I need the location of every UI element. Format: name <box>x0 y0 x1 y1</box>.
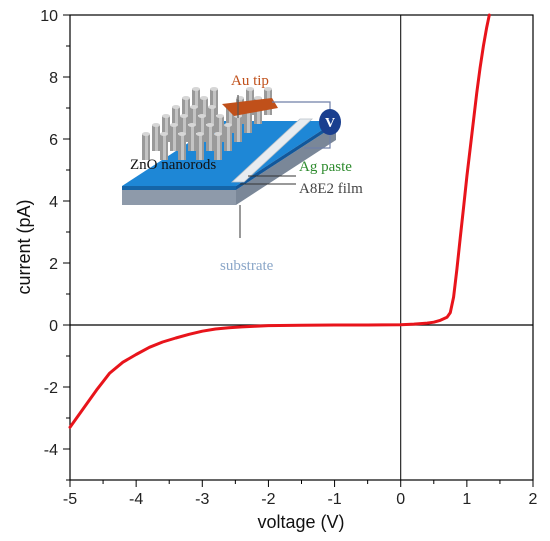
x-tick-label: -5 <box>63 491 77 508</box>
x-tick-label: 0 <box>396 491 405 508</box>
nanorod <box>170 123 178 151</box>
nanorod <box>190 105 198 133</box>
x-tick-label: -3 <box>195 491 209 508</box>
zno-nanorods-label: ZnO nanorods <box>130 157 216 173</box>
film-edge-front <box>122 186 236 190</box>
nanorod <box>224 123 232 151</box>
device-schematic-inset: V Au tip ZnO nanorods Ag paste A8E2 film… <box>122 73 363 274</box>
series-line <box>68 13 491 429</box>
nanorod <box>180 114 188 142</box>
nanorod <box>214 132 222 160</box>
nanorod <box>200 96 208 124</box>
film-label: A8E2 film <box>299 181 363 197</box>
x-tick-label: -2 <box>261 491 275 508</box>
axis-ticks <box>63 14 534 487</box>
nanorod <box>208 105 216 133</box>
substrate-label: substrate <box>220 258 274 274</box>
nanorod <box>192 87 200 115</box>
nanorod <box>188 123 196 151</box>
y-tick-label: 10 <box>40 8 58 25</box>
y-axis-title: current (pA) <box>14 199 34 294</box>
y-tick-label: 2 <box>49 256 58 273</box>
nanorod <box>182 96 190 124</box>
ag-paste-label: Ag paste <box>299 159 352 175</box>
nanorod <box>206 123 214 151</box>
y-tick-label: 4 <box>49 194 58 211</box>
nanorod <box>142 132 150 160</box>
plot-frame <box>69 14 534 481</box>
x-tick-label: -1 <box>327 491 341 508</box>
y-tick-label: 0 <box>49 318 58 335</box>
film-edge-side <box>236 121 336 190</box>
x-tick-label: 2 <box>529 491 538 508</box>
y-tick-label: -2 <box>44 380 58 397</box>
nanorod <box>198 114 206 142</box>
nanorod <box>210 87 218 115</box>
nanorod <box>160 132 168 160</box>
substrate-slab-front <box>236 125 336 205</box>
voltmeter-label: V <box>325 116 335 131</box>
au-tip-shape <box>222 98 278 116</box>
substrate-slab-side <box>122 190 236 205</box>
au-tip-label: Au tip <box>231 73 269 89</box>
voltmeter-icon <box>319 109 341 135</box>
x-tick-label: 1 <box>462 491 471 508</box>
x-tick-label: -4 <box>129 491 143 508</box>
nanorod <box>234 114 242 142</box>
nanorod <box>162 114 170 142</box>
tick-labels: -5 -4 -3 -2 -1 0 1 2 -4 -2 0 2 4 6 8 10 <box>40 8 537 508</box>
ag-paste-strip <box>230 118 314 183</box>
nanorod <box>172 105 180 133</box>
y-tick-label: 6 <box>49 132 58 149</box>
x-axis-title: voltage (V) <box>257 512 344 532</box>
y-tick-label: 8 <box>49 70 58 87</box>
nanorod <box>216 114 224 142</box>
nanorod <box>196 132 204 160</box>
y-tick-label: -4 <box>44 442 58 459</box>
nanorod <box>152 123 160 151</box>
nanorod <box>178 132 186 160</box>
